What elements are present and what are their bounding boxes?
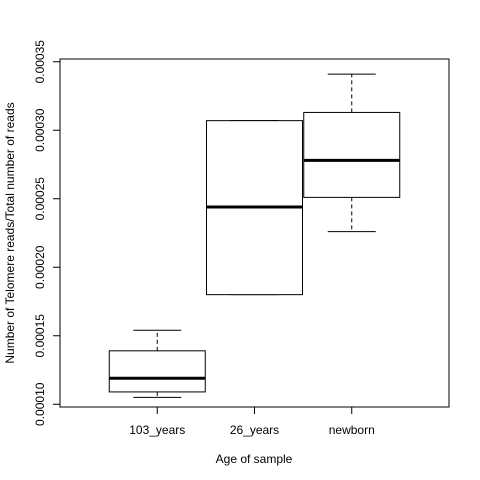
y-axis-title: Number of Telomere reads/Total number of… <box>3 102 17 363</box>
x-tick-label: 26_years <box>230 423 279 437</box>
box-newborn <box>303 73 401 233</box>
box-iqr <box>108 350 206 393</box>
y-tick-label: 0.00010 <box>33 382 47 426</box>
y-tick-label: 0.00020 <box>33 245 47 289</box>
box-26_years <box>206 120 303 296</box>
y-tick-label: 0.00015 <box>33 314 47 358</box>
box-iqr <box>303 111 401 198</box>
y-tick-label: 0.00035 <box>33 40 47 84</box>
x-axis: 103_years 26_years newborn <box>129 406 375 437</box>
y-axis: 0.00010 0.00015 0.00020 0.00025 0.00030 0.000… <box>33 40 61 426</box>
x-tick-label: 103_years <box>129 423 185 437</box>
boxes <box>108 73 401 398</box>
box-103_years <box>108 329 206 398</box>
y-tick-label: 0.00030 <box>33 108 47 152</box>
x-tick-label: newborn <box>329 423 375 437</box>
x-axis-title: Age of sample <box>216 452 293 466</box>
y-tick-label: 0.00025 <box>33 177 47 221</box>
